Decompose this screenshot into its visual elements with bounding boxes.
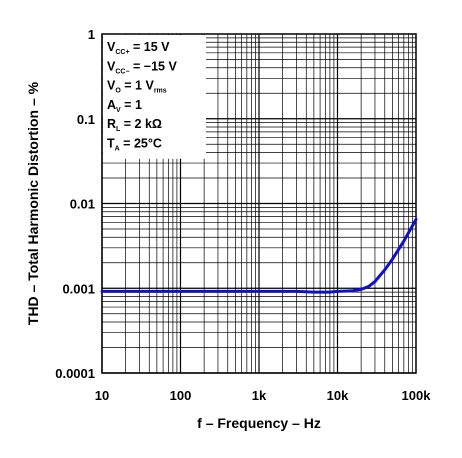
- plot-frame: [101, 33, 417, 374]
- x-tick-label: 100k: [402, 388, 432, 403]
- thd-series-line: [100, 217, 418, 294]
- x-axis-label: f – Frequency – Hz: [197, 415, 321, 431]
- x-tick-label: 10: [95, 388, 109, 403]
- y-tick-label: 0.01: [70, 197, 95, 212]
- x-tick-label: 1k: [252, 388, 267, 403]
- condition-line: RL = 2 kΩ: [107, 117, 162, 133]
- x-tick-label: 100: [170, 388, 192, 403]
- y-tick-label: 0.0001: [55, 366, 95, 381]
- condition-line: TA = 25°C: [107, 137, 162, 153]
- series-group: [100, 217, 418, 294]
- test-conditions-legend: VCC+ = 15 V VCC− = −15 V VO = 1 Vrms AV = 1…: [103, 35, 206, 159]
- y-tick-labels: 1 0.1 0.01 0.001 0.0001: [55, 27, 95, 381]
- x-tick-label: 10k: [327, 388, 349, 403]
- y-tick-label: 0.1: [77, 112, 95, 127]
- condition-line: VO = 1 Vrms: [107, 79, 167, 95]
- condition-line: AV = 1: [107, 98, 142, 114]
- y-tick-label: 1: [88, 27, 95, 42]
- x-tick-labels: 10 100 1k 10k 100k: [95, 388, 431, 403]
- y-tick-label: 0.001: [62, 281, 95, 296]
- conditions-box: [103, 35, 206, 159]
- condition-line: VCC+ = 15 V: [107, 40, 170, 56]
- y-axis-label: THD – Total Harmonic Distortion – %: [25, 81, 41, 325]
- condition-line: VCC− = −15 V: [107, 59, 177, 75]
